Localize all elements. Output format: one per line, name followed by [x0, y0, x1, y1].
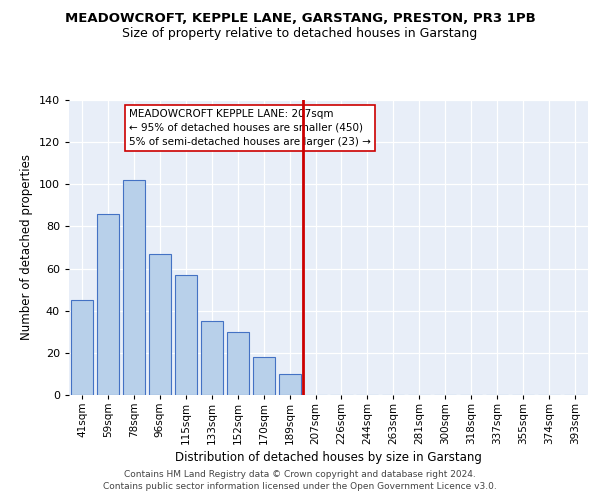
Bar: [200, 322, 223, 395]
Text: Contains public sector information licensed under the Open Government Licence v3: Contains public sector information licen…: [103, 482, 497, 491]
Bar: [97, 214, 119, 395]
Bar: [149, 254, 171, 395]
Bar: [123, 180, 145, 395]
Bar: [71, 300, 93, 395]
Bar: [278, 374, 301, 395]
Text: Size of property relative to detached houses in Garstang: Size of property relative to detached ho…: [122, 28, 478, 40]
Bar: [175, 275, 197, 395]
Bar: [253, 357, 275, 395]
Bar: [227, 332, 249, 395]
Text: MEADOWCROFT, KEPPLE LANE, GARSTANG, PRESTON, PR3 1PB: MEADOWCROFT, KEPPLE LANE, GARSTANG, PRES…: [65, 12, 535, 26]
X-axis label: Distribution of detached houses by size in Garstang: Distribution of detached houses by size …: [175, 451, 482, 464]
Text: Contains HM Land Registry data © Crown copyright and database right 2024.: Contains HM Land Registry data © Crown c…: [124, 470, 476, 479]
Y-axis label: Number of detached properties: Number of detached properties: [20, 154, 33, 340]
Text: MEADOWCROFT KEPPLE LANE: 207sqm
← 95% of detached houses are smaller (450)
5% of: MEADOWCROFT KEPPLE LANE: 207sqm ← 95% of…: [128, 109, 371, 147]
